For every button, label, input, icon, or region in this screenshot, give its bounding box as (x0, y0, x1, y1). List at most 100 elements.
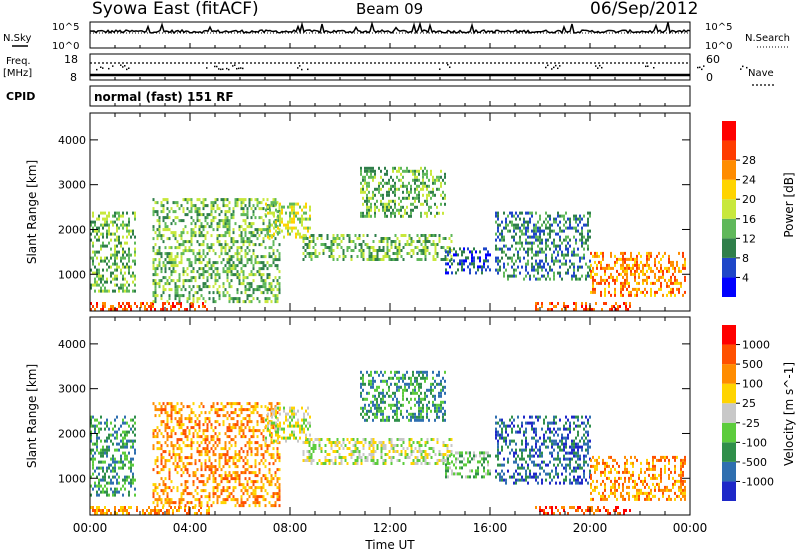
power-cell (248, 285, 251, 289)
power-cell (176, 204, 179, 208)
velocity-cell (156, 426, 159, 430)
velocity-cell (222, 414, 225, 418)
power-cell (513, 253, 515, 257)
power-cell (557, 259, 559, 263)
power-cell (210, 246, 213, 250)
velocity-cell (234, 498, 237, 502)
power-cell (94, 280, 96, 284)
power-cell (100, 308, 102, 311)
power-cell (224, 225, 227, 229)
power-cell (202, 240, 205, 244)
velocity-cell (394, 450, 397, 453)
power-cell (499, 232, 501, 236)
power-cell (517, 250, 519, 254)
velocity-cell (178, 506, 180, 509)
power-cell (100, 274, 102, 278)
velocity-cell (289, 415, 291, 419)
power-cell (172, 261, 175, 265)
power-cell (386, 208, 388, 212)
velocity-cell (120, 439, 122, 443)
power-cell (557, 214, 559, 218)
power-cell (563, 214, 565, 218)
velocity-cell (170, 444, 173, 448)
power-cell (360, 252, 363, 255)
power-cell (581, 244, 583, 248)
nsky-label: N.Sky (3, 33, 31, 44)
velocity-cell (124, 509, 126, 512)
velocity-cell (434, 453, 437, 456)
velocity-cell (262, 420, 265, 424)
power-cell (642, 278, 644, 282)
power-cell (406, 252, 409, 255)
velocity-cell (226, 495, 229, 499)
velocity-cell (420, 450, 423, 453)
power-cell (258, 216, 261, 220)
velocity-cell (232, 459, 235, 463)
power-cell (596, 254, 598, 258)
power-cell (471, 262, 473, 266)
velocity-cell (336, 441, 339, 444)
velocity-cell (360, 406, 362, 410)
power-cell (537, 229, 539, 233)
power-cell (156, 249, 159, 253)
velocity-cell (154, 483, 157, 487)
velocity-cell (182, 492, 185, 496)
power-cell (104, 217, 106, 221)
power-cell (402, 184, 404, 188)
power-cell (222, 234, 225, 238)
velocity-cell (170, 489, 173, 493)
velocity-cell (260, 432, 263, 436)
power-cell (388, 258, 391, 261)
power-cell (118, 238, 120, 242)
power-cell (445, 271, 447, 275)
power-cell (362, 196, 364, 200)
velocity-cell (276, 498, 279, 502)
power-cell (531, 229, 533, 233)
velocity-cell (246, 498, 249, 502)
power-cell (236, 198, 239, 202)
power-cell (440, 202, 442, 206)
power-cell (322, 249, 325, 252)
velocity-cell (380, 409, 382, 413)
power-cell (98, 262, 100, 266)
power-cell (152, 207, 155, 211)
velocity-cell (368, 373, 370, 377)
power-cell (180, 219, 183, 223)
power-cell (240, 249, 243, 253)
power-cell (196, 207, 199, 211)
velocity-cell (92, 509, 94, 512)
velocity-cell (238, 414, 241, 418)
power-cell (527, 259, 529, 263)
velocity-cell (360, 376, 362, 380)
power-cell (254, 198, 257, 202)
velocity-cell (118, 490, 120, 494)
power-cell (402, 196, 404, 200)
power-cell (551, 268, 553, 272)
power-cell (626, 281, 628, 285)
power-cell (212, 300, 215, 304)
velocity-cell (328, 462, 331, 465)
power-cell (238, 228, 241, 232)
velocity-cell (198, 450, 201, 454)
power-cell (533, 241, 535, 245)
power-cell (214, 210, 217, 214)
power-cell (210, 219, 213, 223)
power-cell (668, 254, 670, 258)
power-cell (565, 271, 567, 275)
velocity-cell (204, 417, 207, 421)
power-cell (220, 261, 223, 265)
power-cell (682, 263, 684, 267)
velocity-cell (242, 486, 245, 490)
power-cell (240, 246, 243, 250)
colorbar-tick-label: 4 (742, 271, 749, 284)
power-cell (523, 223, 525, 227)
velocity-cell (440, 459, 443, 462)
power-cell (188, 297, 191, 301)
velocity-cell (208, 450, 211, 454)
velocity-cell (308, 450, 311, 453)
power-cell (563, 217, 565, 221)
power-cell (559, 214, 561, 218)
velocity-cell (324, 456, 327, 459)
velocity-cell (310, 447, 313, 450)
velocity-cell (444, 453, 447, 456)
